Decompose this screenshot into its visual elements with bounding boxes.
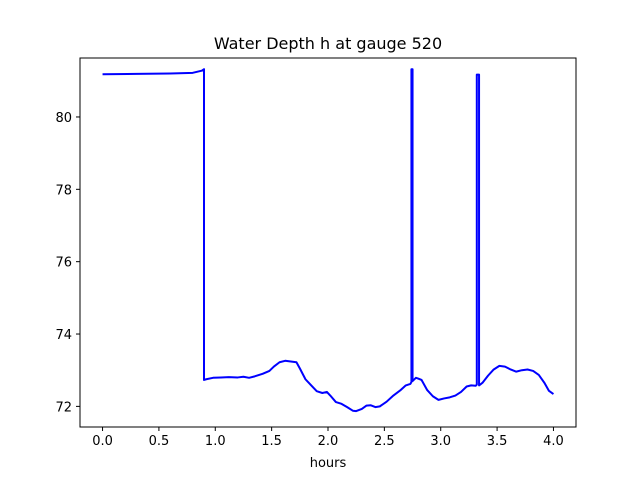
x-tick-label: 1.0 [205,434,226,449]
y-tick-label: 72 [55,400,72,415]
series-line-0 [102,68,555,413]
y-tick-label: 76 [55,256,72,271]
x-tick-label: 2.5 [374,434,395,449]
x-tick-label: 1.5 [261,434,282,449]
x-tick-label: 3.0 [430,434,451,449]
y-tick-label: 78 [55,183,72,198]
x-tick-label: 0.5 [149,434,170,449]
x-tick-label: 4.0 [543,434,564,449]
x-tick-label: 0.0 [92,434,113,449]
x-tick-label: 2.0 [318,434,339,449]
chart-title: Water Depth h at gauge 520 [214,34,442,53]
x-axis-label: hours [310,456,347,471]
y-axis-ticks: 72 74 76 78 80 [55,111,80,415]
plot-data-layer [102,68,555,413]
y-tick-label: 80 [55,111,72,126]
y-tick-label: 74 [55,328,72,343]
x-axis-ticks: 0.0 0.5 1.0 1.5 2.0 2.5 3.0 3.5 4.0 [92,427,564,449]
x-tick-label: 3.5 [487,434,508,449]
